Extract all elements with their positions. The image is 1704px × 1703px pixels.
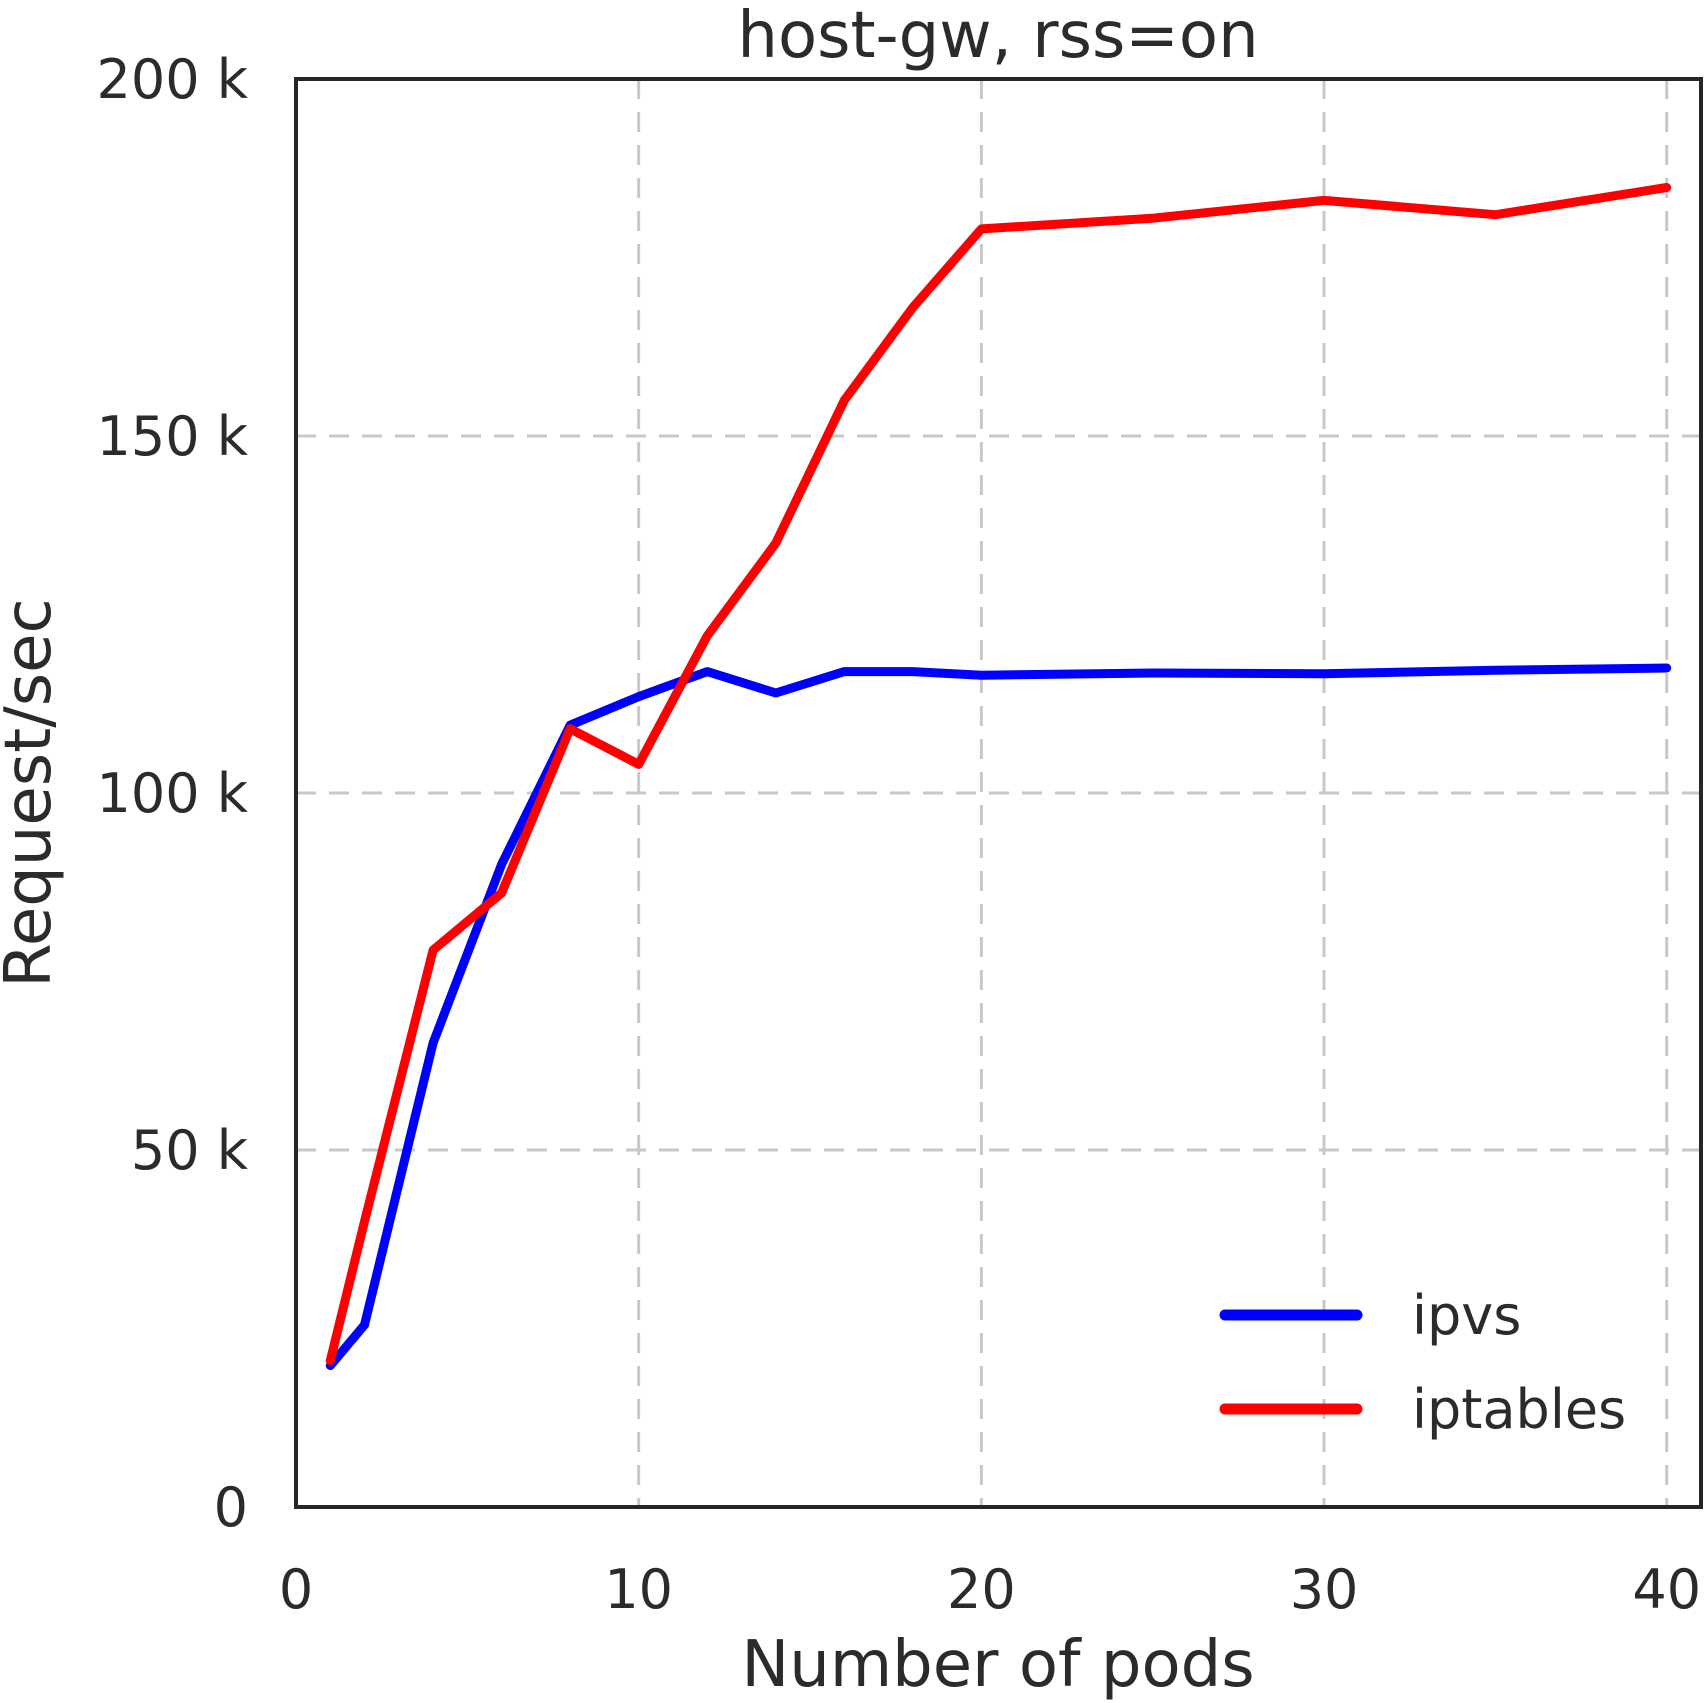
series-line-iptables — [325, 183, 1672, 1366]
y-tick-label: 200 k — [96, 48, 248, 111]
x-tick-label: 10 — [604, 1558, 673, 1621]
y-tick-label: 150 k — [96, 405, 248, 468]
y-tick-label: 50 k — [131, 1119, 249, 1182]
y-axis-label: Request/sec — [0, 598, 66, 987]
legend-label-ipvs: ipvs — [1412, 1284, 1521, 1347]
x-tick-label: 40 — [1632, 1558, 1701, 1621]
x-tick-label: 0 — [279, 1558, 313, 1621]
y-tick-label: 100 k — [96, 762, 248, 825]
plot-frame — [294, 77, 1703, 1509]
chart-title: host-gw, rss=on — [737, 0, 1258, 73]
series-lines — [325, 183, 1672, 1371]
legend-label-iptables: iptables — [1412, 1378, 1626, 1441]
x-axis-label: Number of pods — [741, 1628, 1254, 1702]
x-tick-label: 20 — [947, 1558, 1016, 1621]
y-tick-label: 0 — [214, 1476, 248, 1539]
x-tick-label: 30 — [1290, 1558, 1359, 1621]
legend: ipvs iptables — [1219, 1284, 1626, 1441]
grid-lines — [296, 79, 1701, 1507]
series-line-ipvs — [325, 663, 1672, 1371]
tick-labels: 0 10 20 30 40 0 50 k 100 k 150 k 200 k — [96, 48, 1701, 1621]
